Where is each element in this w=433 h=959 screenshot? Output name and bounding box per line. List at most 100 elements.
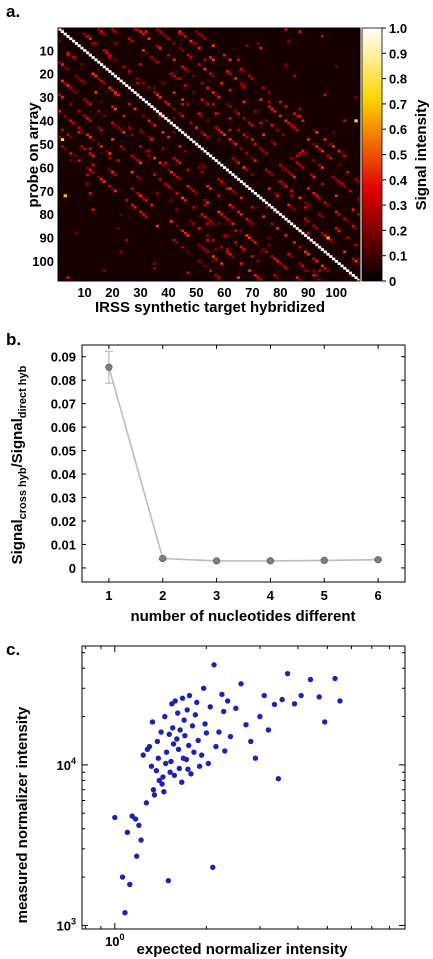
heatmap-cell	[105, 51, 109, 55]
heatmap-cell	[91, 138, 95, 141]
scatter-point	[162, 760, 169, 767]
heatmap-cell	[161, 131, 165, 134]
heatmap-cell	[69, 102, 73, 106]
heatmap-cell	[250, 156, 255, 160]
heatmap-cell	[144, 30, 148, 33]
heatmap-cells	[58, 28, 361, 282]
heatmap-cell	[189, 220, 193, 223]
heatmap-cell	[88, 152, 92, 155]
heatmap-cell	[292, 241, 296, 244]
heatmap-cell	[234, 229, 238, 233]
heatmap-cell	[116, 159, 120, 162]
heatmap-cell	[284, 266, 288, 270]
heatmap-cell	[66, 133, 70, 137]
heatmap-cell	[264, 119, 269, 123]
heatmap-cell	[276, 227, 280, 230]
heatmap-cell	[245, 152, 249, 155]
heatmap-diagonal-cell	[323, 250, 327, 254]
heatmap-cell	[172, 173, 176, 176]
heatmap-cell	[295, 154, 299, 158]
scatter-point	[161, 789, 167, 795]
heatmap-cell	[164, 161, 168, 165]
heatmap-cell	[354, 227, 358, 230]
heatmap-cell	[318, 163, 322, 167]
heatmap-cell	[318, 213, 322, 216]
heatmap-diagonal-cell	[329, 255, 333, 258]
heatmap-cell	[295, 276, 299, 279]
heatmap-cell	[175, 208, 179, 212]
heatmap-diagonal-cell	[304, 234, 308, 237]
data-point	[159, 554, 167, 563]
scatter-point	[151, 792, 158, 798]
heatmap-cell	[262, 149, 266, 153]
heatmap-diagonal-cell	[200, 147, 204, 151]
heatmap-cell	[320, 264, 324, 268]
scatter-point	[181, 717, 187, 723]
heatmap-cell	[337, 229, 341, 233]
heatmap-cell	[203, 199, 207, 202]
heatmap-cell	[211, 74, 215, 78]
x-axis-label: IRSS synthetic target hybridized	[95, 299, 325, 316]
heatmap-cell	[77, 159, 81, 162]
x-tick-label: 100	[325, 285, 347, 300]
scatter-point	[168, 758, 174, 765]
scatter-point	[192, 712, 199, 718]
heatmap-cell	[85, 182, 90, 186]
tick-base: 10	[57, 918, 71, 933]
heatmap-cell	[337, 213, 341, 216]
heatmap-cell	[276, 276, 280, 279]
heatmap-cell	[197, 63, 201, 66]
heatmap-cell	[85, 166, 90, 169]
heatmap-cell	[88, 102, 92, 106]
heatmap-cell	[183, 231, 187, 235]
heatmap-cell	[113, 93, 118, 97]
heatmap-cell	[200, 213, 204, 216]
x-tick-label: 50	[189, 285, 203, 300]
heatmap-cell	[58, 60, 62, 64]
scatter-point	[182, 732, 188, 739]
heatmap-cell	[276, 259, 280, 263]
scatter-point	[162, 713, 168, 720]
heatmap-cell	[71, 56, 76, 59]
heatmap-cell	[306, 269, 310, 272]
scatter-point	[196, 763, 203, 769]
scatter-point	[265, 727, 272, 733]
scatter-point	[136, 822, 142, 829]
heatmap-cell	[222, 182, 227, 186]
heatmap-cell	[94, 74, 98, 78]
scatter-point	[271, 701, 278, 708]
heatmap-cell	[108, 168, 112, 172]
heatmap-cell	[203, 166, 207, 169]
heatmap-diagonal-cell	[357, 278, 361, 282]
heatmap-cell	[225, 248, 229, 251]
heatmap-cell	[189, 39, 193, 43]
heatmap-cell	[139, 161, 143, 165]
heatmap-cell	[74, 74, 78, 78]
heatmap-cell	[228, 105, 232, 108]
heatmap-cell	[197, 259, 201, 263]
scatter-point	[155, 755, 162, 761]
heatmap-cell	[220, 262, 224, 265]
heatmap-cell	[130, 203, 134, 207]
heatmap-cell	[155, 224, 159, 228]
heatmap-diagonal-cell	[175, 126, 179, 130]
scatter-point	[138, 837, 144, 843]
heatmap-cell	[315, 259, 319, 263]
heatmap-cell	[192, 189, 196, 193]
heatmap-diagonal-cell	[167, 119, 171, 123]
heatmap-cell	[85, 173, 90, 176]
heatmap-cell	[99, 177, 104, 181]
heatmap-cell	[181, 229, 185, 233]
heatmap-cell	[200, 35, 204, 38]
heatmap-cell	[58, 109, 62, 113]
scatter-point	[175, 710, 181, 716]
scatter-point	[185, 766, 191, 772]
heatmap-cell	[108, 86, 112, 90]
scatter-point	[153, 767, 160, 774]
heatmap-cell	[312, 269, 316, 272]
heatmap-cell	[332, 175, 336, 179]
heatmap-cell	[267, 91, 271, 94]
heatmap-cell	[83, 114, 87, 118]
heatmap-cell	[158, 177, 162, 181]
heatmap-cell	[346, 170, 350, 174]
